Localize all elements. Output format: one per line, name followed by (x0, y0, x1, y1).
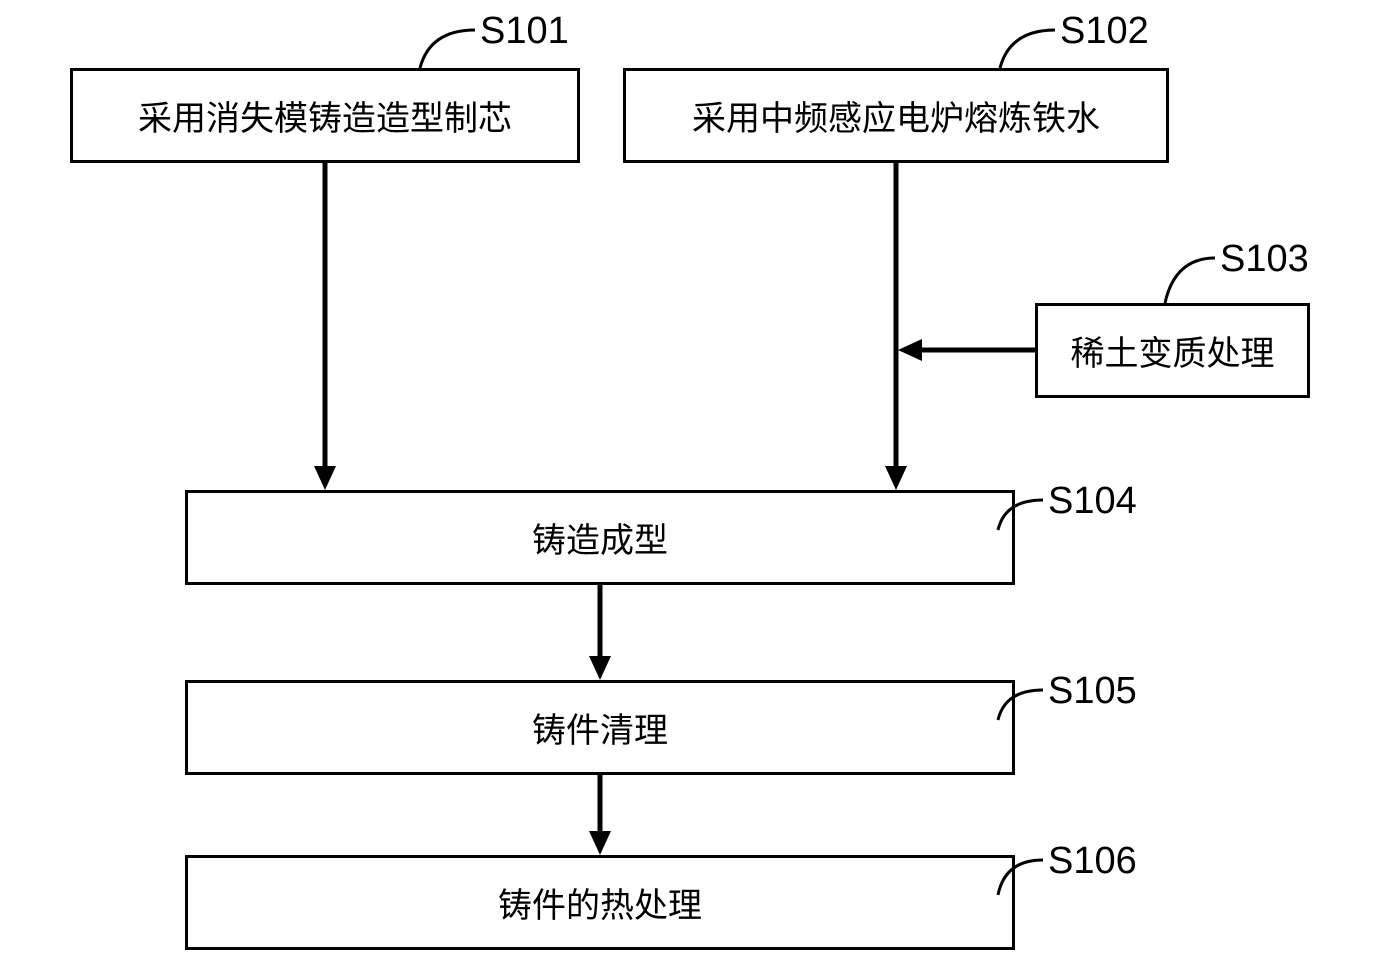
arrow-s105-s106 (0, 0, 1376, 967)
flowchart-diagram: 采用消失模铸造造型制芯 采用中频感应电炉熔炼铁水 稀土变质处理 铸造成型 铸件清… (0, 0, 1376, 967)
